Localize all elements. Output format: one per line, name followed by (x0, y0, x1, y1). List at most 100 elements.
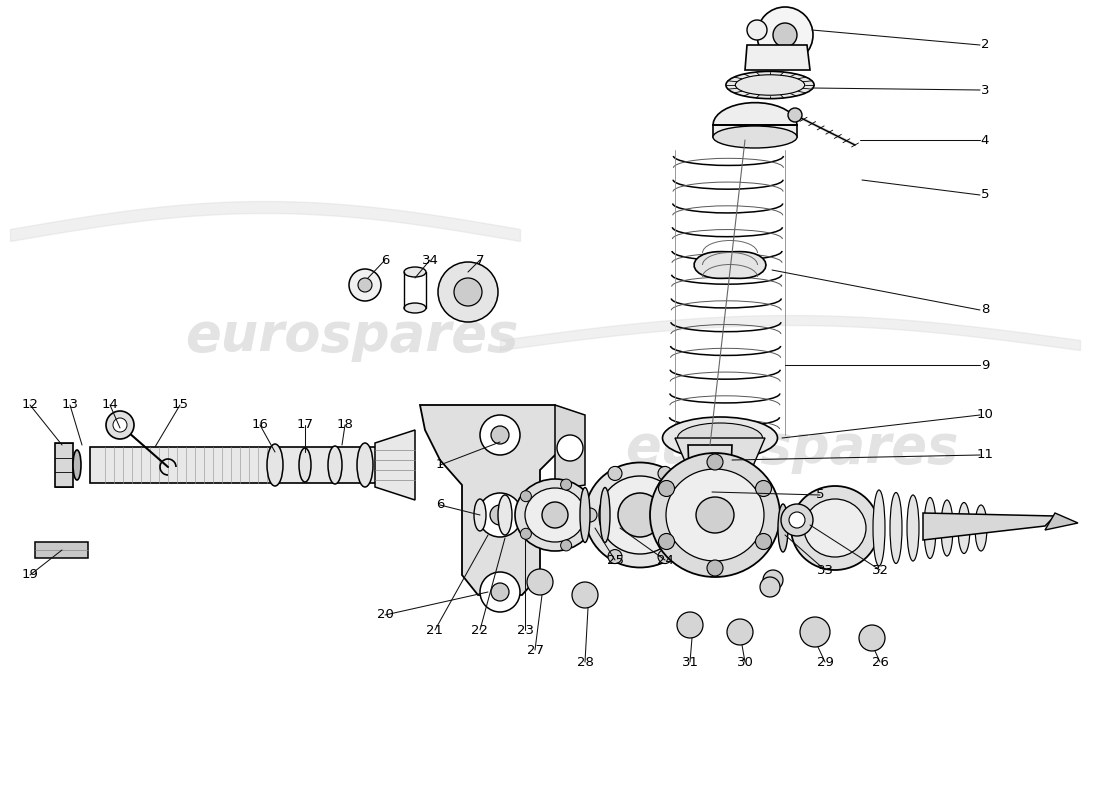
Text: 12: 12 (22, 398, 38, 411)
Ellipse shape (778, 504, 788, 552)
Text: eurospares: eurospares (625, 422, 959, 474)
Ellipse shape (600, 476, 681, 554)
Ellipse shape (404, 267, 426, 277)
Circle shape (480, 572, 520, 612)
Circle shape (760, 577, 780, 597)
Circle shape (659, 534, 674, 550)
Ellipse shape (924, 498, 936, 558)
Ellipse shape (474, 499, 486, 531)
Ellipse shape (358, 443, 373, 487)
Circle shape (773, 23, 798, 47)
Text: 16: 16 (252, 418, 268, 431)
Text: 19: 19 (22, 569, 38, 582)
Text: 22: 22 (472, 623, 488, 637)
Text: eurospares: eurospares (185, 310, 519, 362)
Circle shape (520, 490, 531, 502)
Ellipse shape (958, 502, 970, 554)
Ellipse shape (328, 446, 342, 484)
Circle shape (113, 418, 127, 432)
Circle shape (454, 278, 482, 306)
Text: 5: 5 (816, 489, 824, 502)
Circle shape (756, 481, 771, 497)
Text: 6: 6 (381, 254, 389, 266)
Ellipse shape (73, 450, 81, 480)
Text: 21: 21 (427, 623, 443, 637)
Ellipse shape (678, 423, 762, 453)
Circle shape (727, 619, 754, 645)
Polygon shape (375, 430, 415, 500)
Polygon shape (745, 45, 810, 70)
Circle shape (800, 617, 830, 647)
Circle shape (490, 505, 510, 525)
Polygon shape (923, 513, 1055, 540)
Circle shape (572, 582, 598, 608)
Polygon shape (556, 405, 585, 490)
Text: 5: 5 (981, 189, 989, 202)
Text: 14: 14 (101, 398, 119, 411)
Circle shape (491, 583, 509, 601)
Ellipse shape (873, 490, 886, 566)
Ellipse shape (975, 505, 987, 551)
Ellipse shape (267, 444, 283, 486)
Circle shape (707, 560, 723, 576)
Text: 7: 7 (475, 254, 484, 266)
Circle shape (520, 528, 531, 539)
Text: 8: 8 (981, 303, 989, 317)
Polygon shape (55, 443, 73, 487)
Ellipse shape (650, 453, 780, 577)
Ellipse shape (890, 493, 902, 563)
Circle shape (106, 411, 134, 439)
Polygon shape (675, 438, 764, 473)
Ellipse shape (940, 500, 953, 556)
Circle shape (658, 466, 672, 481)
Text: 3: 3 (981, 83, 989, 97)
Circle shape (659, 481, 674, 497)
Text: 30: 30 (737, 655, 754, 669)
Polygon shape (35, 542, 88, 558)
Circle shape (757, 7, 813, 63)
Text: 2: 2 (981, 38, 989, 51)
Ellipse shape (525, 488, 585, 542)
Text: 34: 34 (421, 254, 439, 266)
Ellipse shape (908, 495, 918, 561)
Circle shape (480, 415, 520, 455)
Text: 15: 15 (172, 398, 188, 411)
Circle shape (583, 508, 597, 522)
Polygon shape (420, 405, 565, 595)
Circle shape (781, 504, 813, 536)
Ellipse shape (299, 448, 311, 482)
Circle shape (358, 278, 372, 292)
Circle shape (676, 612, 703, 638)
Text: 11: 11 (977, 449, 993, 462)
Text: 23: 23 (517, 623, 534, 637)
Ellipse shape (804, 499, 866, 557)
Ellipse shape (791, 486, 879, 570)
Text: 29: 29 (816, 655, 834, 669)
Circle shape (703, 538, 717, 552)
Circle shape (747, 20, 767, 40)
Circle shape (438, 262, 498, 322)
Circle shape (658, 550, 672, 563)
Circle shape (585, 510, 596, 521)
Polygon shape (637, 475, 645, 495)
Ellipse shape (713, 126, 798, 148)
Circle shape (557, 435, 583, 461)
Ellipse shape (666, 469, 764, 561)
Ellipse shape (662, 417, 778, 459)
Text: 18: 18 (337, 418, 353, 431)
Polygon shape (688, 445, 732, 545)
Text: 6: 6 (436, 498, 444, 511)
Circle shape (756, 534, 771, 550)
Polygon shape (713, 102, 798, 137)
Circle shape (763, 570, 783, 590)
Circle shape (707, 454, 723, 470)
Ellipse shape (580, 487, 590, 542)
Polygon shape (90, 447, 390, 483)
Circle shape (859, 625, 886, 651)
Ellipse shape (696, 497, 734, 533)
Text: 10: 10 (977, 409, 993, 422)
Text: 13: 13 (62, 398, 78, 411)
Ellipse shape (515, 479, 595, 551)
Text: 28: 28 (576, 655, 593, 669)
Circle shape (561, 540, 572, 551)
